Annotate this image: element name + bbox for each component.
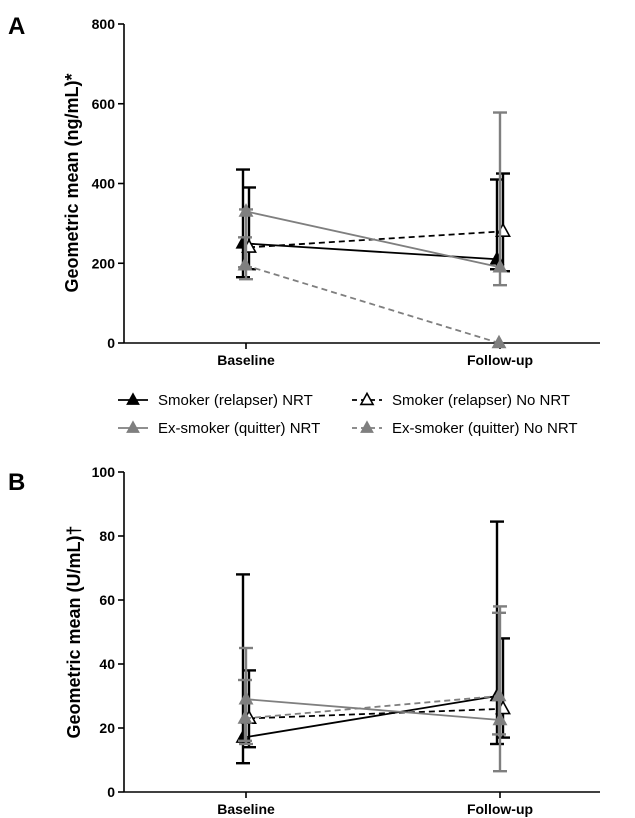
panel-b: B Geometric mean (U/mL)† 0 20 40 60 80 100 Bas… xyxy=(8,464,600,817)
panel-a-data-point xyxy=(495,222,511,237)
panel-b-x-tick-label: Follow-up xyxy=(467,801,533,817)
panel-b-y-tick-label: 100 xyxy=(92,464,116,480)
panel-a-y-tick-label: 400 xyxy=(92,176,116,192)
panel-a-data-point xyxy=(237,257,253,271)
legend-marker xyxy=(359,391,375,406)
panel-b-y-tick-label: 0 xyxy=(107,784,115,800)
panel-b-y-tick-label: 80 xyxy=(99,528,115,544)
panel-a-series-line xyxy=(245,210,501,269)
legend-label: Smoker (relapser) NRT xyxy=(158,392,313,409)
legend-item: Smoker (relapser) NRT xyxy=(118,392,313,409)
panel-a-y-tick-label: 800 xyxy=(92,16,116,32)
panel-a-series-line xyxy=(244,264,500,344)
panel-b-series-line xyxy=(245,698,501,721)
panel-a-x-tick-label: Follow-up xyxy=(467,352,533,368)
legend-item: Ex-smoker (quitter) No NRT xyxy=(352,420,578,437)
legend-label: Smoker (relapser) No NRT xyxy=(392,392,570,409)
panel-a-data-point xyxy=(492,258,508,273)
panel-b-series-line xyxy=(248,707,504,720)
panel-b-label: B xyxy=(8,469,25,496)
panel-a: A Geometric mean (ng/mL)* 0 200 400 600 800 B… xyxy=(8,13,600,368)
panel-a-data-point xyxy=(491,334,507,349)
panel-b-y-tick-label: 60 xyxy=(99,592,115,608)
panel-b-y-axis-title: Geometric mean (U/mL)† xyxy=(64,525,84,738)
legend-marker xyxy=(360,420,374,433)
panel-a-y-tick-label: 200 xyxy=(92,255,116,271)
panel-a-x-tick-label: Baseline xyxy=(217,352,275,368)
legend-label: Ex-smoker (quitter) No NRT xyxy=(392,420,578,437)
legend: Smoker (relapser) NRT Smoker (relapser) N… xyxy=(118,391,578,437)
panel-a-y-tick-label: 0 xyxy=(107,335,115,351)
panel-a-plot-area: 0 200 400 600 800 Baseline Follow-up xyxy=(92,16,600,368)
panel-a-y-axis-title: Geometric mean (ng/mL)* xyxy=(62,73,82,292)
legend-marker xyxy=(126,420,140,433)
legend-marker xyxy=(126,392,140,405)
panel-a-data-point xyxy=(238,203,254,217)
panel-b-plot-area: 0 20 40 60 80 100 Baseline Follow-up xyxy=(92,464,600,817)
panel-b-y-tick-label: 20 xyxy=(99,720,115,736)
panel-a-y-tick-label: 600 xyxy=(92,96,116,112)
legend-item: Smoker (relapser) No NRT xyxy=(352,391,570,409)
panel-b-data-point xyxy=(491,687,507,702)
panel-a-series-line xyxy=(248,230,504,249)
panel-a-label: A xyxy=(8,13,25,40)
panel-b-series-line xyxy=(244,695,500,720)
panel-b-data-point xyxy=(237,710,253,724)
legend-label: Ex-smoker (quitter) NRT xyxy=(158,420,320,437)
legend-item: Ex-smoker (quitter) NRT xyxy=(118,420,320,437)
panel-b-series-line xyxy=(242,695,498,739)
panel-b-x-tick-label: Baseline xyxy=(217,801,275,817)
panel-b-y-tick-label: 40 xyxy=(99,656,115,672)
